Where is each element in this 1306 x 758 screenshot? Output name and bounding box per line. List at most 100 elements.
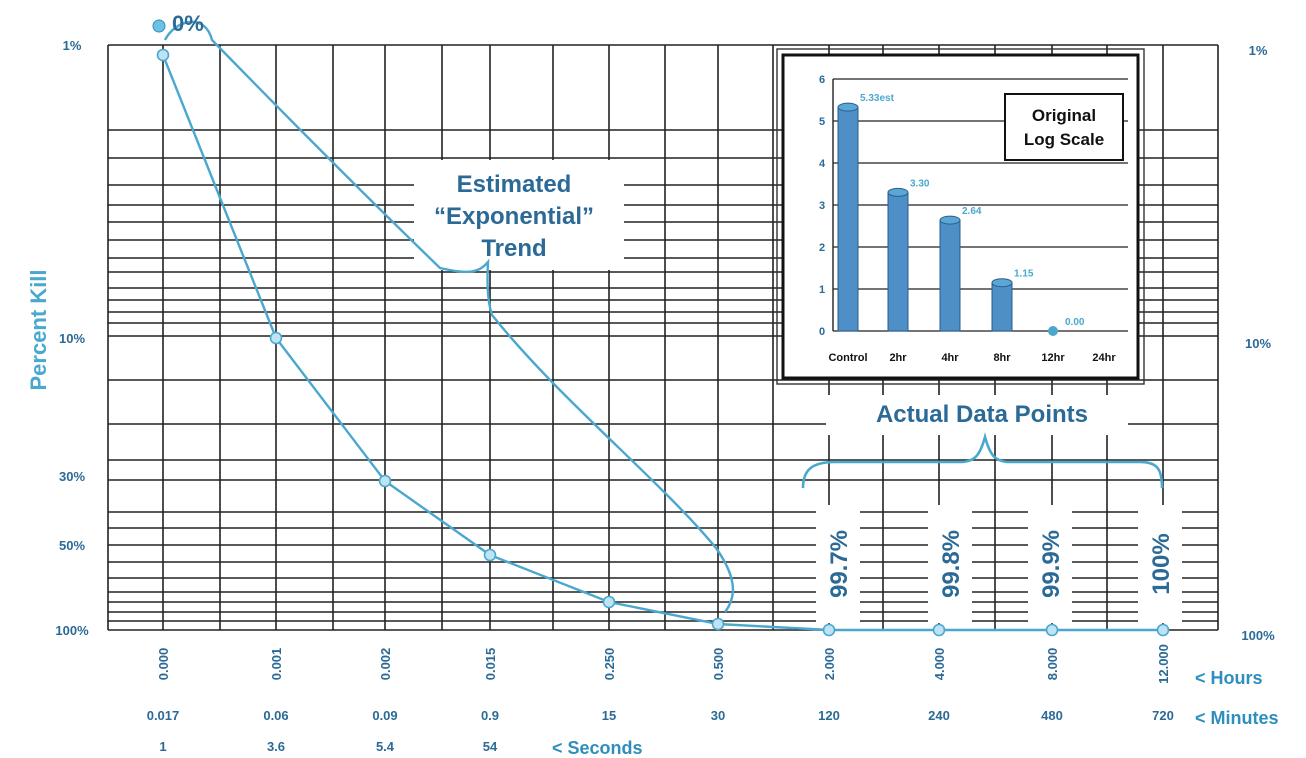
y-tick-label-right: 1% (1249, 43, 1268, 58)
start-marker (152, 19, 166, 33)
x-tick-minutes: 120 (818, 708, 840, 723)
inset-value-label: 0.00 (1065, 317, 1085, 328)
inset-bar-cap (991, 278, 1013, 288)
x-tick-hours: 8.000 (1045, 648, 1060, 681)
data-point-label-bg (816, 505, 860, 623)
x-tick-minutes: 720 (1152, 708, 1174, 723)
x-tick-minutes: 480 (1041, 708, 1063, 723)
inset-value-label: 3.30 (910, 178, 930, 189)
series-point (602, 595, 616, 609)
series-point (156, 48, 170, 62)
x-tick-hours: 4.000 (932, 648, 947, 681)
inset-bar-cap (887, 187, 909, 197)
percent-kill-series (156, 48, 1170, 637)
unit-minutes-label: < Minutes (1195, 708, 1279, 728)
y-tick-label: 1% (63, 38, 82, 53)
inset-value-label: 5.33est (860, 93, 895, 104)
inset-x-tick: 2hr (889, 352, 907, 364)
inset-bar (837, 106, 859, 332)
inset-y-tick: 4 (819, 158, 826, 170)
y-tick-label: 100% (55, 623, 89, 638)
x-tick-seconds: 54 (483, 739, 498, 754)
x-tick-hours: 0.002 (378, 648, 393, 681)
data-point-label-bg (1028, 505, 1072, 623)
inset-y-tick: 2 (819, 242, 825, 254)
x-tick-minutes: 0.09 (372, 708, 397, 723)
annotations: Estimated “Exponential” Trend Actual Data P… (152, 11, 1182, 623)
inset-x-tick: Control (828, 352, 867, 364)
series-point (932, 623, 946, 637)
series-point (269, 331, 283, 345)
inset-x-tick: 4hr (941, 352, 959, 364)
inset-bar (887, 191, 909, 332)
trend-label-line: “Exponential” (434, 203, 594, 230)
inset-bar-cap (939, 215, 961, 225)
x-tick-seconds: 3.6 (267, 739, 285, 754)
data-point-label: 99.9% (1038, 530, 1065, 598)
inset-y-tick: 6 (819, 74, 825, 86)
start-label: 0% (172, 11, 204, 36)
series-point (483, 548, 497, 562)
series-point (822, 623, 836, 637)
inset-y-tick: 5 (819, 116, 825, 128)
x-tick-minutes: 15 (602, 708, 616, 723)
series-point (1156, 623, 1170, 637)
unit-seconds-label: < Seconds (552, 738, 643, 758)
inset-outer-frame (776, 48, 1145, 385)
x-tick-hours: 0.000 (156, 648, 171, 681)
inset-bar-chart: 0 1 2 3 4 5 6 Original Log Scale Control 5.33est 2h… (776, 48, 1145, 385)
y-tick-label: 10% (59, 331, 85, 346)
x-tick-minutes: 0.9 (481, 708, 499, 723)
axis-labels: 1% 10% 30% 50% 100% 1% 10% 100% Percent Kill 0.00… (26, 38, 1279, 758)
inset-zero-point (1048, 326, 1058, 336)
inset-x-tick: 8hr (993, 352, 1011, 364)
inset-bar-cap (837, 102, 859, 112)
trend-label-line: Trend (481, 235, 546, 262)
x-tick-hours: 0.001 (269, 648, 284, 681)
trend-curve (163, 20, 735, 613)
x-tick-hours: 0.015 (483, 648, 498, 681)
unit-hours-label: < Hours (1195, 668, 1263, 688)
x-tick-minutes: 0.017 (147, 708, 180, 723)
y-axis-title: Percent Kill (26, 269, 51, 390)
x-tick-hours: 2.000 (822, 648, 837, 681)
series-point (378, 474, 392, 488)
x-tick-minutes: 30 (711, 708, 725, 723)
series-line (161, 54, 1163, 632)
data-point-label: 100% (1148, 533, 1175, 594)
inset-x-tick: 24hr (1092, 352, 1116, 364)
x-tick-seconds: 1 (159, 739, 166, 754)
inset-bar (939, 219, 961, 332)
y-tick-label-right: 100% (1241, 628, 1275, 643)
trend-label-bg (414, 160, 624, 270)
data-point-label-bg (928, 505, 972, 623)
inset-title-line: Original (1032, 106, 1096, 125)
inset-x-tick: 12hr (1041, 352, 1065, 364)
x-tick-hours: 12.000 (1156, 644, 1171, 684)
inset-bar (991, 282, 1013, 332)
inset-value-label: 1.15 (1014, 269, 1034, 280)
inset-y-tick: 1 (819, 284, 825, 296)
series-point (1045, 623, 1059, 637)
inset-title-box (1004, 93, 1124, 161)
trend-label-line: Estimated (457, 171, 572, 198)
x-tick-minutes: 240 (928, 708, 950, 723)
y-tick-label-right: 10% (1245, 336, 1271, 351)
inset-title-line: Log Scale (1024, 130, 1104, 149)
inset-y-tick: 3 (819, 200, 825, 212)
x-tick-hours: 0.250 (602, 648, 617, 681)
data-point-label: 99.7% (826, 530, 853, 598)
actual-label-bg (826, 395, 1128, 435)
inset-y-tick: 0 (819, 326, 825, 338)
data-point-label-bg (1138, 505, 1182, 623)
actual-data-label: Actual Data Points (876, 401, 1088, 428)
series-point (711, 617, 725, 631)
y-tick-label: 30% (59, 469, 85, 484)
x-tick-minutes: 0.06 (263, 708, 288, 723)
x-tick-seconds: 5.4 (376, 739, 395, 754)
x-tick-hours: 0.500 (711, 648, 726, 681)
inset-value-label: 2.64 (962, 206, 982, 217)
y-tick-label: 50% (59, 538, 85, 553)
data-point-label: 99.8% (938, 530, 965, 598)
